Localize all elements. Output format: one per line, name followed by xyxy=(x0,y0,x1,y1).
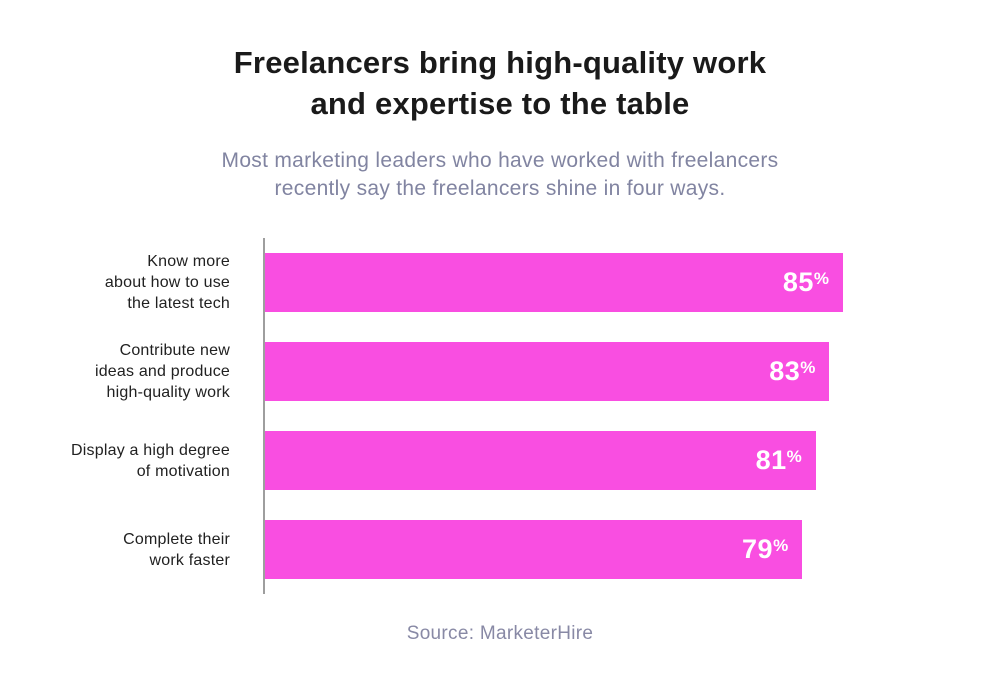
chart-row: Complete their work faster 79% xyxy=(0,505,945,594)
chart-header: Freelancers bring high-quality work and … xyxy=(0,42,1000,203)
percent-sign: % xyxy=(813,269,829,288)
category-label: Know more about how to use the latest te… xyxy=(104,253,230,312)
category-label: Complete their work faster xyxy=(123,530,230,569)
bar: 83% xyxy=(265,342,830,401)
bar-area: 83% xyxy=(265,342,945,401)
page-subtitle: Most marketing leaders who have worked w… xyxy=(0,147,1000,203)
value-label: 79% xyxy=(742,534,788,565)
bar-chart: Know more about how to use the latest te… xyxy=(0,238,945,594)
chart-row: Display a high degree of motivation 81% xyxy=(0,416,945,505)
chart-footer: Source: MarketerHire xyxy=(0,623,1000,645)
source-text: Source: MarketerHire xyxy=(406,623,594,644)
category-label: Display a high degree of motivation xyxy=(71,441,230,480)
value-label: 81% xyxy=(756,445,802,476)
percent-sign: % xyxy=(773,536,789,555)
bar-area: 81% xyxy=(265,431,945,490)
value-label: 83% xyxy=(769,356,815,387)
chart-rows: Know more about how to use the latest te… xyxy=(0,238,945,594)
value-number: 81 xyxy=(755,445,787,475)
bar: 79% xyxy=(265,520,803,579)
percent-sign: % xyxy=(786,447,802,466)
title-line-1: Freelancers bring high-quality work xyxy=(233,45,767,80)
subtitle-line-2: recently say the freelancers shine in fo… xyxy=(274,177,726,200)
value-label: 85% xyxy=(783,267,829,298)
value-number: 79 xyxy=(742,534,774,564)
page-title: Freelancers bring high-quality work and … xyxy=(0,42,1000,124)
subtitle-line-1: Most marketing leaders who have worked w… xyxy=(221,149,779,172)
y-axis-line xyxy=(263,238,265,594)
bar: 81% xyxy=(265,431,816,490)
bar-area: 79% xyxy=(265,520,945,579)
value-number: 85 xyxy=(782,267,814,297)
category-label: Contribute new ideas and produce high-qu… xyxy=(94,342,230,401)
bar-area: 85% xyxy=(265,253,945,312)
chart-row: Know more about how to use the latest te… xyxy=(0,238,945,327)
chart-row: Contribute new ideas and produce high-qu… xyxy=(0,327,945,416)
title-line-2: and expertise to the table xyxy=(310,86,690,121)
bar: 85% xyxy=(265,253,843,312)
value-number: 83 xyxy=(769,356,801,386)
percent-sign: % xyxy=(800,358,816,377)
